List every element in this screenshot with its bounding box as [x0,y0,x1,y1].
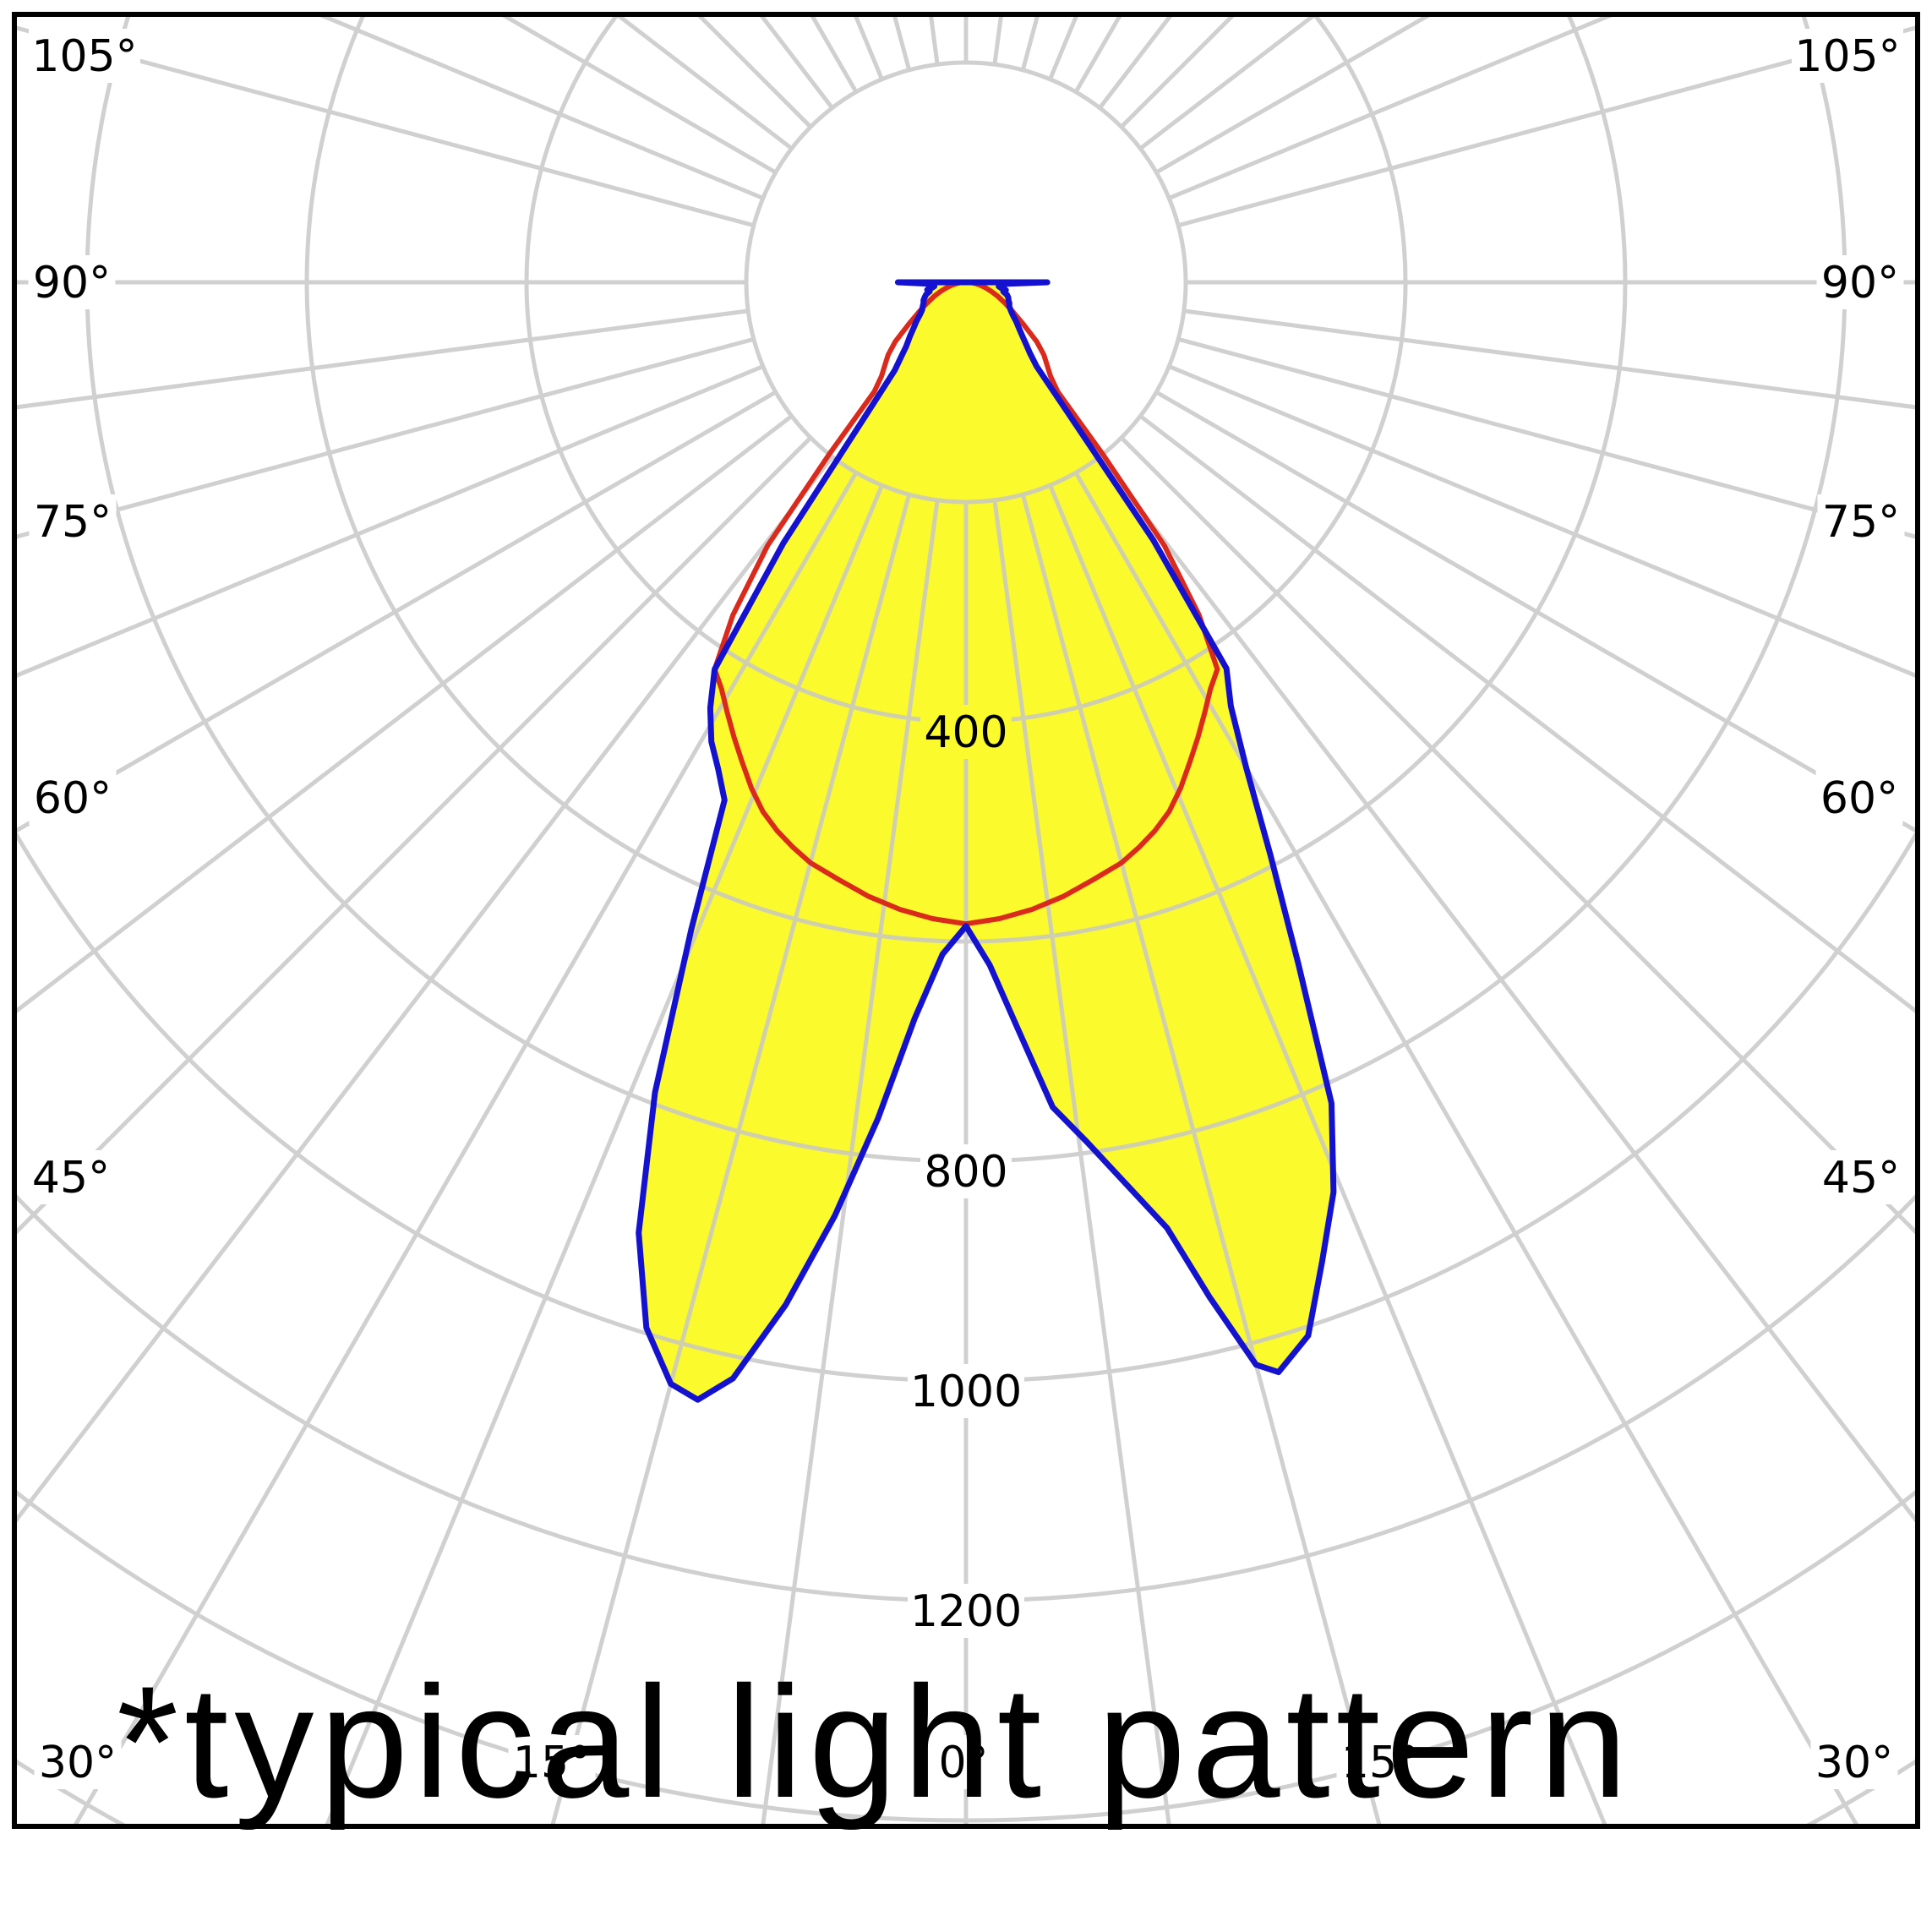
angle-tick-label-60: 60° [1820,773,1898,824]
grid-spoke [1177,336,1918,540]
grid-spoke [497,14,778,175]
grid-spoke [14,308,749,410]
radial-tick-label-800: 800 [924,1147,1007,1198]
angle-tick-label-0: 0° [938,1738,988,1788]
angle-tick-label--30: 30° [39,1738,117,1788]
grid-spoke [760,499,940,1826]
angle-tick-label--105: 105° [31,31,137,82]
grid-spoke [1177,25,1918,228]
angle-tick-label--60: 60° [34,773,112,824]
grid-spoke [1154,14,1435,175]
radial-tick-label-400: 400 [924,707,1007,758]
tick-labels: 105° 90° 75° 60° 45° 30° 15° 0° 15° 30° 45° 60° 75° 9… [31,31,1900,1788]
batwing-plane-curve [636,279,1337,1403]
angle-tick-label-45: 45° [1822,1153,1900,1203]
grid-spoke [1138,414,1918,1016]
grid-spoke [14,455,834,1526]
grid-spoke [992,499,1172,1826]
grid-spoke [14,414,794,1016]
grid-spoke [314,14,764,200]
angle-tick-label-90: 90° [1821,258,1899,308]
light-pattern-fill [638,282,1334,1400]
grid-spoke [14,336,755,540]
grid-spoke [1048,484,1608,1826]
angle-tick-label-15: 15° [1341,1738,1419,1788]
angle-tick-label-75: 75° [1822,497,1900,548]
grid-spoke [14,436,812,1237]
angle-tick-label--75: 75° [34,497,112,548]
angle-tick-label-30: 30° [1815,1738,1893,1788]
radial-tick-label-1200: 1200 [910,1586,1022,1637]
angle-tick-label-105: 105° [1794,31,1900,82]
angle-tick-label--45: 45° [32,1153,110,1203]
grid-spoke [14,364,764,679]
annotation-text: *typical light pattern [117,1653,1634,1831]
grid-spoke [1120,436,1918,1237]
grid-spoke [1154,390,1918,834]
grid-spoke [1168,14,1618,200]
axes-border [12,12,1920,1829]
grid-spoke [1098,455,1918,1526]
grid-spoke [324,484,884,1826]
angle-tick-label--90: 90° [33,258,111,308]
grid-spoke [1183,308,1918,410]
grid-spoke [1073,471,1860,1826]
grid-spoke [1168,364,1918,679]
grid-spoke [14,390,778,834]
grid-spoke [14,25,755,228]
grid-spoke [549,494,912,1826]
angle-tick-label--15: 15° [513,1738,591,1788]
grid-spoke [1020,494,1383,1826]
radial-tick-label-1000: 1000 [910,1367,1022,1417]
